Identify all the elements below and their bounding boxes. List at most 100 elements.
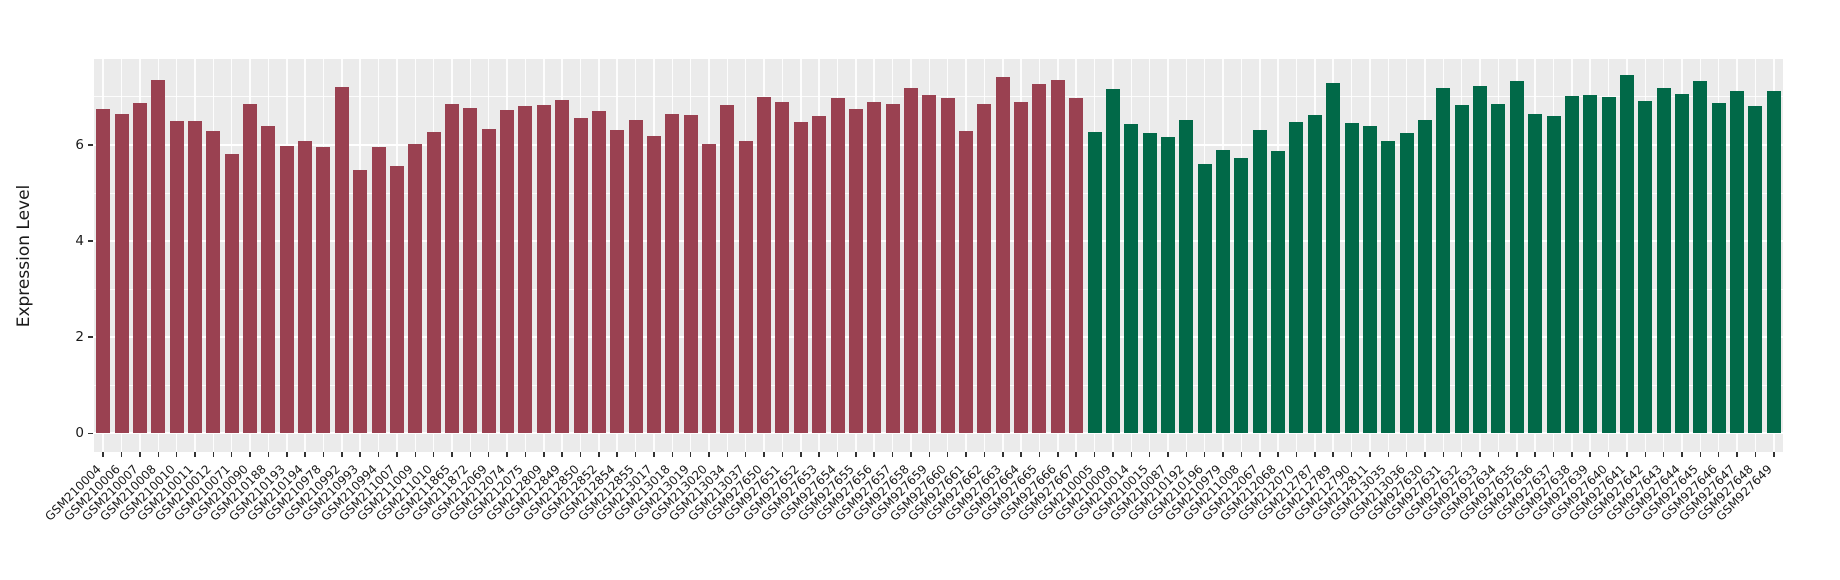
bar-GSM212854 <box>610 130 625 434</box>
x-axis-tick <box>763 452 765 457</box>
bar-GSM927649 <box>1766 91 1781 434</box>
bar-GSM927633 <box>1473 85 1488 434</box>
x-axis-tick <box>928 452 931 457</box>
x-axis-tick <box>230 452 233 457</box>
bar-GSM210188 <box>261 125 276 434</box>
bar-GSM927638 <box>1564 95 1579 434</box>
x-axis-tick <box>561 452 563 457</box>
bar-GSM210014 <box>1124 124 1139 434</box>
x-axis-tick <box>781 452 784 457</box>
x-axis-tick <box>1497 452 1500 457</box>
bar-GSM212809 <box>536 105 551 434</box>
x-axis-tick <box>1717 452 1720 457</box>
y-axis-tick <box>88 432 93 434</box>
bar-GSM927635 <box>1509 81 1524 434</box>
x-axis-tick <box>304 452 306 457</box>
bar-GSM212855 <box>628 120 643 434</box>
bar-GSM210015 <box>1142 132 1157 434</box>
plot-panel <box>94 59 1783 452</box>
major-gridline <box>94 432 1783 435</box>
x-axis-tick <box>377 452 380 457</box>
bar-GSM927641 <box>1619 75 1634 434</box>
x-axis-tick <box>726 452 729 457</box>
x-axis-tick <box>1203 452 1206 457</box>
bar-GSM927665 <box>1032 83 1047 434</box>
bar-GSM927630 <box>1418 120 1432 434</box>
x-axis-tick <box>359 452 361 457</box>
x-axis-tick <box>1167 452 1169 457</box>
bar-GSM210006 <box>114 113 129 434</box>
bar-GSM927655 <box>848 108 863 434</box>
bar-GSM927646 <box>1711 102 1726 434</box>
bar-GSM210090 <box>243 103 258 434</box>
minor-gridline <box>94 192 1783 194</box>
major-gridline <box>94 336 1783 339</box>
bar-GSM927631 <box>1436 88 1451 434</box>
x-axis-tick <box>286 452 288 457</box>
bar-GSM210192 <box>1179 119 1194 434</box>
x-axis-tick <box>1038 452 1041 457</box>
x-axis-tick <box>102 452 104 457</box>
x-axis-tick <box>671 452 674 457</box>
x-axis-tick <box>910 452 912 457</box>
x-axis-tick <box>139 452 141 457</box>
bar-GSM927639 <box>1583 95 1598 434</box>
bar-GSM210008 <box>151 79 166 434</box>
bar-GSM927644 <box>1675 93 1690 434</box>
x-axis-tick <box>1387 452 1390 457</box>
bar-GSM927654 <box>830 97 845 434</box>
x-axis-tick <box>249 452 251 457</box>
bar-GSM927645 <box>1693 81 1708 434</box>
y-axis-tick <box>88 144 93 146</box>
x-axis-tick <box>1699 452 1702 457</box>
bar-GSM927651 <box>775 102 790 434</box>
x-axis-tick <box>194 452 196 457</box>
x-axis-tick <box>1516 452 1518 457</box>
y-tick-label: 2 <box>75 329 84 346</box>
bar-GSM927657 <box>885 103 900 434</box>
x-axis-tick <box>212 452 215 457</box>
x-axis-tick <box>1442 452 1445 457</box>
minor-gridline <box>94 384 1783 386</box>
bar-GSM210992 <box>334 87 349 434</box>
minor-gridline <box>94 288 1783 290</box>
x-axis-tick <box>487 452 490 457</box>
bar-GSM210994 <box>371 147 386 434</box>
bar-GSM210004 <box>96 109 111 434</box>
bar-GSM927640 <box>1601 96 1616 434</box>
x-axis-tick <box>1075 452 1077 457</box>
y-axis-tick <box>88 240 93 242</box>
bar-GSM213020 <box>702 144 717 434</box>
y-axis-tick <box>88 336 93 338</box>
bar-GSM213017 <box>646 135 661 434</box>
x-axis-tick <box>157 452 159 457</box>
bar-GSM212852 <box>591 110 606 434</box>
bar-GSM212069 <box>481 129 496 434</box>
bar-GSM927664 <box>1014 101 1029 434</box>
bar-GSM210011 <box>187 121 202 434</box>
bar-GSM212789 <box>1326 82 1341 434</box>
bar-GSM927653 <box>812 116 827 434</box>
bar-GSM211872 <box>463 107 478 434</box>
x-axis-tick <box>1185 452 1188 457</box>
x-axis-tick <box>634 452 637 457</box>
bar-GSM927652 <box>793 122 808 434</box>
x-axis-tick <box>1405 452 1408 457</box>
x-axis-tick <box>1607 452 1610 457</box>
x-axis-tick <box>1240 452 1243 457</box>
bar-GSM927658 <box>903 88 918 434</box>
x-axis-tick <box>1754 452 1757 457</box>
bar-GSM212849 <box>555 99 570 434</box>
bar-GSM927662 <box>977 103 992 434</box>
x-axis-tick <box>1479 452 1481 457</box>
bar-GSM213035 <box>1381 140 1396 434</box>
x-axis-tick <box>800 452 802 457</box>
bar-GSM210007 <box>132 102 147 434</box>
x-axis-tick <box>120 452 123 457</box>
bar-GSM927667 <box>1069 97 1084 434</box>
bar-GSM927648 <box>1748 105 1763 434</box>
x-axis-tick <box>873 452 875 457</box>
bar-GSM212070 <box>1289 122 1304 434</box>
x-axis-tick <box>432 452 435 457</box>
x-axis-tick <box>341 452 343 457</box>
